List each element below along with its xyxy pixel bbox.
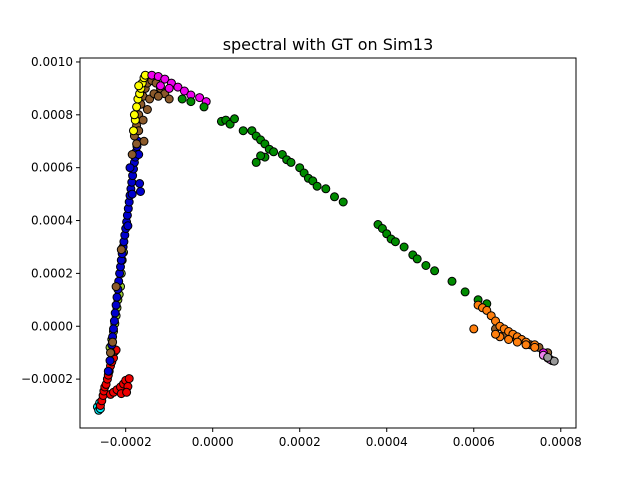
series-gray: [543, 352, 559, 366]
point-orange-18: [530, 342, 540, 352]
point-orange-15: [504, 335, 514, 344]
point-green-25: [338, 197, 348, 207]
y-tick-label: −0.0002: [21, 372, 73, 386]
y-tick-label: 0.0006: [31, 161, 73, 175]
series-yellow: [129, 70, 150, 136]
point-brown-4: [127, 150, 137, 159]
point-blue-7: [110, 308, 120, 318]
point-orange-17: [521, 340, 531, 350]
point-yellow-0: [129, 126, 138, 136]
series-green: [177, 94, 492, 309]
point-magenta-9: [156, 81, 165, 91]
point-green-36: [447, 276, 457, 286]
point-green-1: [186, 97, 196, 107]
point-brown-22: [153, 91, 163, 101]
x-tick-label: 0.0004: [366, 435, 408, 449]
y-tick-label: 0.0010: [31, 55, 73, 69]
point-magenta-2: [160, 74, 170, 84]
point-green-31: [399, 242, 409, 252]
point-green-7: [238, 126, 248, 136]
point-brown-18: [138, 115, 148, 125]
point-magenta-10: [164, 83, 174, 93]
point-green-35: [430, 266, 440, 276]
x-tick-label: 0.0000: [192, 435, 234, 449]
point-green-17: [286, 157, 296, 167]
point-green-33: [412, 254, 422, 264]
point-green-34: [421, 261, 431, 270]
x-tick-label: 0.0008: [540, 435, 582, 449]
point-blue-5: [109, 324, 118, 334]
point-red-21: [124, 374, 134, 384]
point-orange-19: [491, 329, 500, 339]
point-gray-1: [543, 352, 553, 362]
point-brown-19: [142, 105, 152, 114]
point-blue-1: [105, 356, 115, 366]
point-yellow-9: [129, 110, 139, 120]
point-orange-16: [512, 337, 522, 347]
point-magenta-7: [195, 93, 205, 103]
plot-frame: [79, 57, 577, 429]
point-brown-0: [106, 348, 115, 358]
point-green-24: [330, 192, 339, 202]
y-tick-label: 0.0008: [31, 108, 73, 122]
point-blue-8: [111, 300, 121, 310]
point-magenta-4: [173, 82, 183, 92]
point-blue-37: [125, 163, 135, 173]
point-blue-39: [123, 221, 133, 231]
point-blue-6: [109, 316, 119, 326]
series-orange: [469, 300, 540, 352]
y-tick-label: 0.0000: [31, 319, 73, 333]
points-layer: [92, 70, 559, 415]
y-tick-label: 0.0002: [31, 266, 73, 280]
point-green-0: [177, 94, 187, 104]
point-brown-3: [116, 245, 126, 255]
point-brown-2: [111, 282, 121, 292]
y-axis: −0.0002 0.0000 0.0002 0.0004 0.0006 0.0008 0.0…: [21, 55, 80, 386]
y-tick-label: 0.0004: [31, 214, 73, 228]
point-brown-16: [164, 94, 174, 104]
point-green-30: [390, 237, 400, 247]
point-green-14: [269, 147, 279, 157]
point-green-22: [312, 181, 322, 191]
point-green-2: [199, 102, 209, 112]
point-green-40: [251, 157, 261, 167]
point-green-37: [460, 287, 470, 297]
x-tick-label: −0.0002: [100, 435, 152, 449]
point-yellow-2: [132, 102, 142, 112]
point-blue-35: [135, 179, 145, 188]
point-red-23: [122, 387, 132, 397]
series-red: [95, 345, 134, 410]
point-yellow-10: [134, 81, 144, 91]
point-brown-24: [132, 139, 142, 149]
point-blue-36: [136, 187, 145, 196]
x-axis: −0.0002 0.0000 0.0002 0.0004 0.0006 0.0008: [100, 428, 582, 449]
x-tick-label: 0.0002: [279, 435, 321, 449]
point-green-41: [256, 151, 266, 161]
point-green-23: [321, 184, 331, 194]
x-tick-label: 0.0006: [453, 435, 495, 449]
point-brown-23: [139, 136, 149, 146]
point-blue-9: [112, 292, 122, 302]
point-green-6: [230, 114, 239, 124]
point-blue-38: [127, 189, 137, 199]
point-blue-0: [103, 366, 113, 376]
chart-title: spectral with GT on Sim13: [223, 35, 434, 54]
point-orange-0: [469, 324, 479, 334]
point-brown-1: [108, 337, 118, 347]
point-magenta-5: [179, 86, 189, 96]
